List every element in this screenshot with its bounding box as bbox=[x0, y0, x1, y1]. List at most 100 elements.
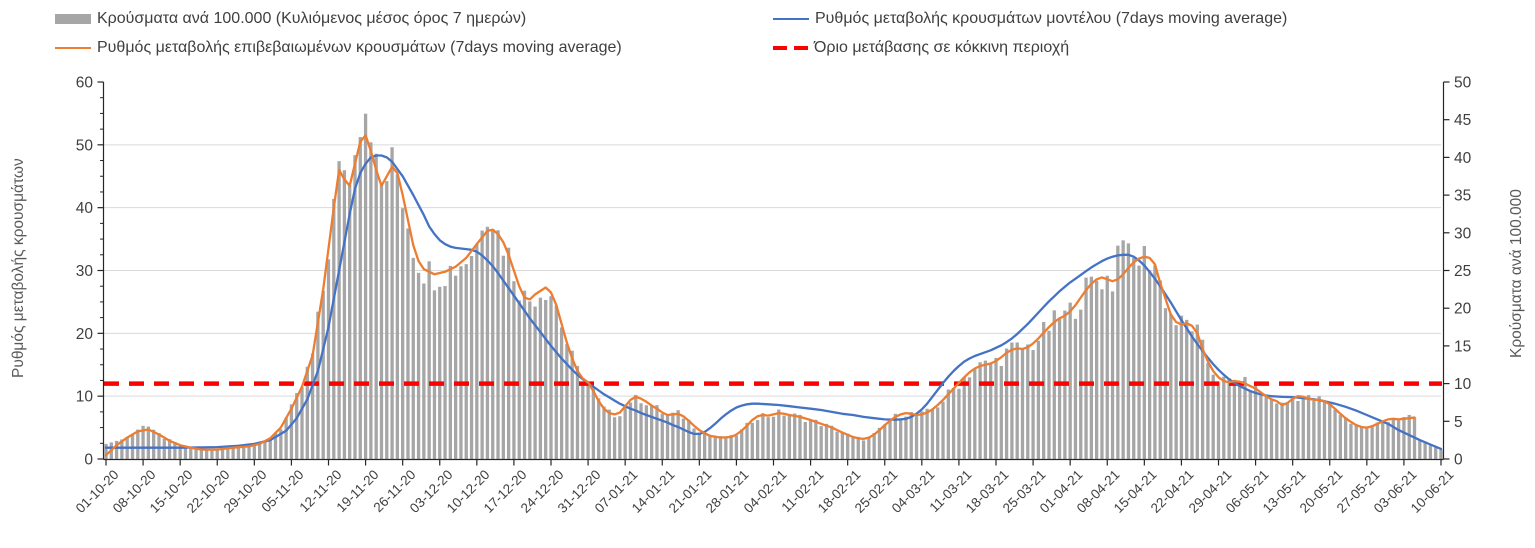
bar bbox=[1153, 265, 1157, 459]
bar bbox=[761, 413, 765, 459]
bar bbox=[1418, 439, 1422, 459]
bar bbox=[877, 427, 882, 459]
bar bbox=[575, 366, 580, 459]
bar bbox=[215, 449, 219, 459]
bar bbox=[231, 448, 235, 459]
bar bbox=[326, 259, 331, 459]
legend-item-confirmed-line: Ρυθμός μεταβολής επιβεβαιωμένων κρουσμάτ… bbox=[55, 37, 622, 59]
right-tick-label: 40 bbox=[1454, 150, 1472, 167]
bar bbox=[612, 417, 617, 459]
bar bbox=[528, 301, 532, 459]
bar bbox=[819, 426, 823, 459]
right-tick-label: 25 bbox=[1454, 263, 1471, 280]
bar bbox=[766, 417, 770, 459]
bar bbox=[289, 404, 294, 459]
bar bbox=[1322, 400, 1327, 459]
bar bbox=[522, 290, 527, 459]
bar bbox=[443, 286, 447, 459]
bar bbox=[835, 431, 839, 459]
bar bbox=[994, 357, 998, 459]
bar bbox=[358, 137, 362, 460]
bar bbox=[1243, 376, 1247, 459]
bar bbox=[978, 362, 982, 459]
bar bbox=[1291, 398, 1295, 459]
bar bbox=[1333, 409, 1337, 459]
bar bbox=[157, 433, 161, 459]
bar bbox=[1434, 446, 1438, 459]
right-tick-label: 30 bbox=[1454, 225, 1472, 242]
legend-item-cases-bars: Κρούσματα ανά 100.000 (Κυλιόμενος μέσος … bbox=[55, 8, 526, 30]
bar bbox=[268, 439, 272, 459]
bar bbox=[194, 448, 198, 459]
bar bbox=[263, 440, 267, 459]
bar bbox=[713, 436, 717, 459]
right-tick-label: 10 bbox=[1454, 376, 1472, 393]
bar bbox=[623, 406, 627, 459]
bar bbox=[951, 388, 956, 459]
right-tick-label: 15 bbox=[1454, 338, 1471, 355]
bar bbox=[379, 183, 384, 459]
bar bbox=[888, 420, 892, 459]
legend-label: Ρυθμός μεταβολής κρουσμάτων μοντέλου (7d… bbox=[815, 10, 1288, 27]
bar bbox=[1328, 402, 1332, 459]
bar bbox=[793, 413, 797, 459]
bar bbox=[634, 394, 638, 459]
bar bbox=[718, 436, 723, 459]
bar bbox=[861, 440, 866, 459]
right-tick-label: 5 bbox=[1454, 414, 1463, 431]
bar bbox=[438, 286, 442, 459]
bar bbox=[1089, 276, 1094, 459]
bar bbox=[305, 366, 309, 459]
bar bbox=[830, 425, 834, 459]
bar bbox=[136, 429, 140, 459]
bar bbox=[1158, 280, 1162, 459]
bar bbox=[146, 426, 151, 459]
bar bbox=[1084, 277, 1088, 459]
bar bbox=[586, 381, 590, 459]
bar bbox=[1132, 257, 1136, 459]
bar bbox=[941, 401, 945, 459]
bar bbox=[162, 438, 166, 459]
bar bbox=[300, 387, 304, 459]
bar bbox=[1354, 425, 1358, 459]
bar bbox=[448, 265, 452, 459]
bar bbox=[1026, 344, 1030, 459]
bar bbox=[1206, 362, 1210, 459]
bar bbox=[750, 422, 754, 459]
bar bbox=[559, 327, 564, 459]
bar bbox=[1200, 339, 1205, 459]
bar bbox=[1116, 245, 1120, 459]
bar bbox=[1238, 385, 1242, 459]
bar bbox=[708, 435, 712, 459]
bar bbox=[893, 413, 897, 459]
bar bbox=[1375, 422, 1380, 459]
bar bbox=[1174, 325, 1178, 459]
bar bbox=[295, 393, 299, 459]
bar bbox=[1306, 395, 1311, 459]
bar bbox=[236, 447, 241, 459]
bar bbox=[644, 405, 649, 459]
bar bbox=[724, 437, 728, 459]
bar bbox=[1386, 422, 1390, 459]
bar bbox=[628, 402, 633, 459]
right-tick-label: 0 bbox=[1454, 452, 1463, 469]
model-line bbox=[104, 154, 1443, 451]
bar-swatch-icon bbox=[55, 14, 91, 24]
bar bbox=[422, 283, 426, 459]
bar bbox=[284, 417, 288, 459]
bar bbox=[1439, 449, 1443, 459]
bar bbox=[1042, 321, 1046, 459]
bar bbox=[1317, 396, 1321, 459]
bar bbox=[242, 447, 246, 459]
bar bbox=[332, 198, 336, 459]
bar bbox=[925, 408, 929, 459]
bar bbox=[1068, 302, 1072, 459]
bar bbox=[178, 445, 182, 459]
bar bbox=[1142, 246, 1146, 459]
bar bbox=[1285, 403, 1290, 459]
legend-label: Ρυθμός μεταβολής επιβεβαιωμένων κρουσμάτ… bbox=[97, 39, 622, 56]
bar bbox=[618, 416, 622, 459]
bar bbox=[1391, 419, 1395, 459]
bar bbox=[1020, 349, 1025, 459]
